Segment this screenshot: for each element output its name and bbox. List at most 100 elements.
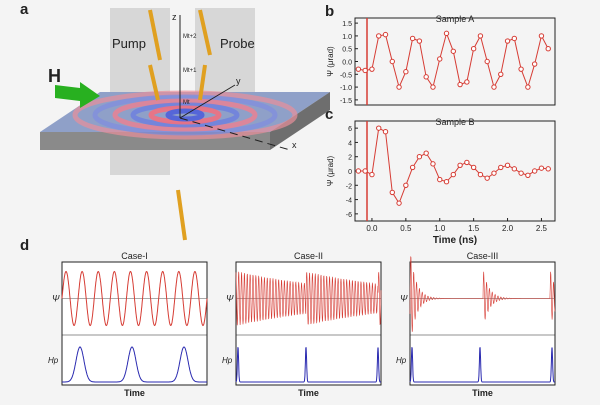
y-tick-label: -6 — [346, 212, 352, 219]
data-point — [369, 66, 375, 72]
data-point — [511, 35, 518, 42]
y-tick-label: 0.5 — [342, 47, 352, 54]
data-point — [470, 164, 477, 171]
psi-curve — [235, 271, 382, 326]
data-point — [416, 38, 423, 44]
data-point — [531, 168, 538, 174]
x-axis-label: Time — [124, 388, 145, 398]
data-point — [457, 162, 463, 168]
x-axis-label: Time — [472, 388, 493, 398]
y-axis-label: Ψ (μrad) — [326, 155, 335, 186]
data-point — [531, 61, 538, 67]
case-title: Case-III — [467, 251, 499, 261]
case-title: Case-II — [294, 251, 323, 261]
x-tick-label: 0.5 — [400, 224, 412, 233]
data-point — [416, 154, 423, 160]
x-axis-label: Time — [298, 388, 319, 398]
pump-label: Pump — [112, 36, 146, 51]
pulse-curve — [409, 347, 555, 383]
data-point — [450, 171, 457, 178]
data-point — [443, 179, 450, 185]
data-point — [409, 164, 416, 171]
data-point — [538, 33, 545, 39]
data-point — [464, 79, 470, 85]
psi-label: Ψ — [226, 294, 234, 304]
data-point — [396, 84, 402, 90]
data-point — [376, 33, 382, 39]
data-point — [450, 48, 457, 54]
y-tick-label: 1.5 — [342, 21, 352, 28]
data-point — [369, 171, 375, 178]
panel-label: c — [325, 106, 333, 123]
axis-label: z — [172, 12, 177, 22]
panel-label: a — [20, 1, 29, 18]
data-point — [518, 170, 524, 176]
data-point — [437, 176, 443, 183]
data-point — [525, 84, 531, 90]
schematic-frame — [61, 261, 208, 386]
y-tick-label: 2 — [348, 155, 352, 162]
data-point — [376, 125, 382, 131]
psi-curve — [61, 270, 208, 327]
data-point — [504, 162, 511, 168]
data-point — [355, 66, 362, 72]
data-point — [362, 168, 368, 174]
data-point — [477, 33, 484, 39]
y-tick-label: -0.5 — [340, 72, 352, 79]
moment-label: Mt — [183, 100, 190, 106]
schematic-frame — [409, 261, 556, 386]
y-tick-label: 1.0 — [342, 34, 352, 41]
data-point — [538, 165, 545, 171]
spin-waves — [72, 90, 298, 140]
field-label: H — [48, 66, 61, 86]
chart-title: Sample A — [436, 14, 475, 24]
x-tick-label: 1.5 — [468, 224, 480, 233]
field-arrow — [55, 82, 100, 108]
x-tick-label: 2.0 — [502, 224, 514, 233]
data-point — [403, 69, 409, 75]
pulse-curve — [235, 347, 381, 383]
x-axis-label: Time (ns) — [433, 235, 477, 246]
axis-label: y — [236, 76, 241, 86]
x-tick-label: 2.5 — [536, 224, 548, 233]
h-label: Hp — [222, 356, 233, 365]
data-point — [484, 58, 490, 65]
data-point — [498, 164, 504, 171]
data-point — [545, 46, 551, 52]
data-point — [403, 182, 409, 188]
data-point — [430, 84, 436, 90]
y-tick-label: -4 — [346, 198, 352, 205]
panel-label: d — [20, 237, 29, 254]
case-title: Case-I — [121, 251, 148, 261]
h-label: Hp — [48, 356, 59, 365]
data-point — [423, 150, 429, 156]
y-axis — [179, 84, 236, 119]
data-point — [355, 168, 362, 174]
data-point — [498, 71, 504, 77]
data-point — [477, 171, 484, 178]
data-point — [545, 166, 551, 172]
panel-label: b — [325, 3, 334, 20]
psi-label: Ψ — [400, 294, 408, 304]
h-label: Hp — [396, 356, 407, 365]
y-axis-label: Ψ (μrad) — [326, 46, 335, 77]
data-point — [382, 129, 389, 135]
psi-label: Ψ — [52, 294, 60, 304]
data-point — [437, 56, 443, 62]
data-point — [491, 84, 497, 90]
x-tick-label: 0.0 — [366, 224, 378, 233]
data-point — [443, 30, 450, 37]
data-point — [457, 81, 463, 88]
data-point — [504, 38, 511, 44]
data-point — [464, 159, 470, 166]
data-point — [491, 170, 497, 176]
moment-label: Mt+2 — [183, 34, 197, 40]
y-tick-label: 4 — [348, 140, 352, 147]
data-point — [484, 175, 490, 181]
x-axis — [179, 117, 291, 151]
y-tick-label: -1.5 — [340, 98, 352, 105]
data-point — [409, 35, 416, 42]
data-point — [389, 189, 395, 196]
y-tick-label: 6 — [348, 126, 352, 133]
